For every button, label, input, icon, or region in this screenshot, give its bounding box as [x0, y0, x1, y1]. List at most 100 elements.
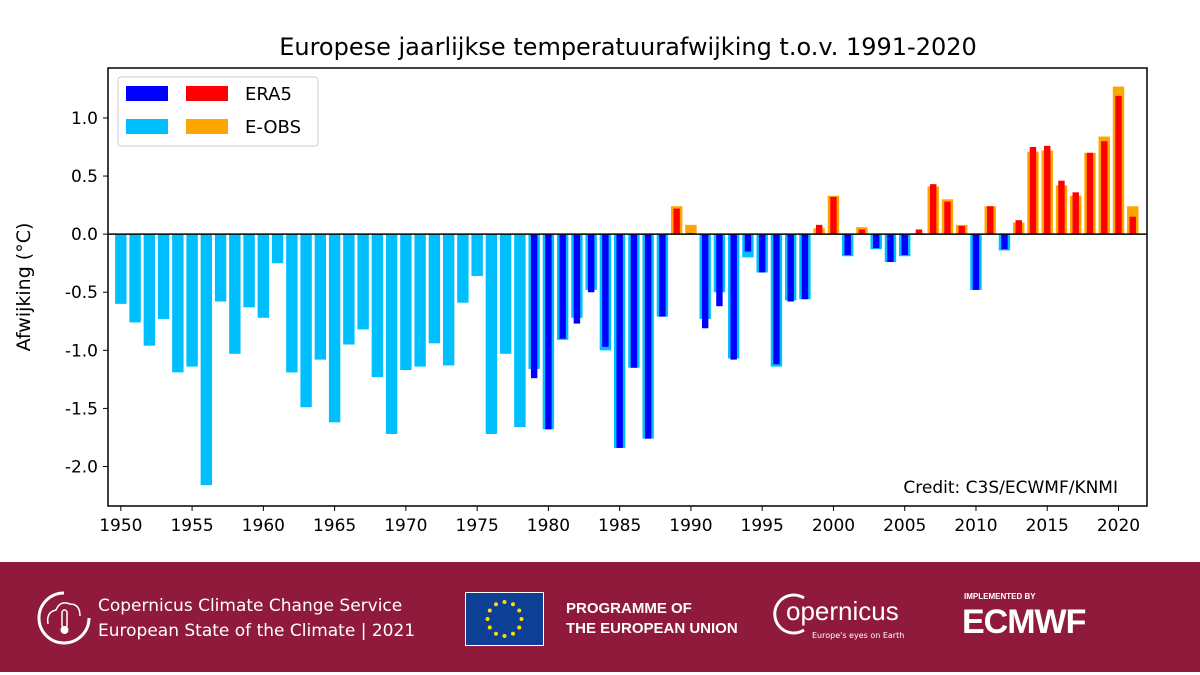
eobs-bar-1971: [414, 234, 426, 367]
eu-line2: THE EUROPEAN UNION: [566, 620, 738, 637]
eobs-bar-1954: [172, 234, 184, 373]
implemented-by-label: IMPLEMENTED BY: [964, 592, 1036, 601]
y-tick-label: -1.5: [65, 399, 98, 419]
x-tick-label: 2015: [1026, 516, 1069, 536]
y-tick-label: 1.0: [71, 109, 98, 129]
eobs-bar-1957: [214, 234, 227, 302]
era5-bar-1986: [630, 234, 638, 368]
eu-star: [494, 602, 498, 607]
eu-star: [502, 634, 507, 638]
eobs-bar-1965: [328, 234, 341, 423]
era5-bar-1989: [673, 208, 680, 235]
chart-title: Europese jaarlijkse temperatuurafwijking…: [279, 33, 977, 61]
eobs-bar-1956: [200, 234, 213, 486]
eobs-bar-1969: [385, 234, 398, 434]
eu-star: [494, 631, 498, 636]
era5-bar-2013: [1015, 220, 1022, 235]
y-tick-label: 0.0: [71, 225, 98, 245]
era5-bar-1999: [815, 224, 823, 235]
y-tick-label: -2.0: [65, 457, 98, 477]
eobs-bar-1974: [457, 234, 469, 303]
c3s-logo-icon: [37, 591, 91, 645]
era5-bar-1982: [573, 234, 581, 324]
eobs-bar-1950: [115, 234, 127, 304]
eobs-bar-1970: [400, 234, 412, 371]
eobs-bar-1960: [257, 234, 270, 318]
legend-era5-pos-swatch: [186, 86, 228, 101]
era5-bar-2008: [944, 201, 951, 235]
era5-bar-2012: [1001, 234, 1008, 250]
y-tick-label: -1.0: [65, 341, 98, 361]
copernicus-wordmark: opernicus: [786, 596, 899, 626]
x-tick-label: 2005: [883, 516, 926, 536]
copernicus-c-icon: [773, 593, 805, 635]
footer-banner: Copernicus Climate Change Service Europe…: [0, 562, 1200, 672]
era5-bar-2018: [1086, 152, 1094, 235]
eobs-bar-1951: [129, 234, 141, 323]
era5-bar-2003: [872, 234, 880, 249]
x-tick-label: 2010: [954, 516, 997, 536]
plot-frame: [107, 67, 1148, 507]
era5-bar-1981: [559, 234, 566, 339]
axes-group: 1.0 0.5 0.0 -0.5 -1.0 -1.5 -2.0 1950 1955 1960 196…: [65, 109, 1147, 536]
legend-eobs-pos-swatch: [186, 119, 228, 134]
eu-flag-icon: [465, 592, 544, 646]
legend-label-eobs: E-OBS: [245, 117, 301, 138]
eobs-bar-1978: [514, 234, 526, 427]
era5-bar-2014: [1029, 147, 1037, 235]
c3s-line2: European State of the Climate | 2021: [98, 621, 416, 641]
x-tick-label: 1985: [598, 516, 641, 536]
x-tick-label: 1975: [456, 516, 499, 536]
eobs-bar-1953: [157, 234, 170, 319]
eobs-bar-1968: [371, 234, 384, 378]
eobs-bar-1967: [357, 234, 369, 330]
era5-bar-2001: [844, 234, 851, 256]
eu-star: [487, 608, 492, 613]
x-tick-label: 1980: [527, 516, 570, 536]
x-tick-label: 1960: [242, 516, 285, 536]
eu-star: [517, 608, 522, 613]
eu-star: [487, 625, 492, 630]
eu-star: [519, 617, 524, 621]
c3s-line1: Copernicus Climate Change Service: [98, 596, 403, 616]
era5-bar-1997: [787, 234, 794, 302]
era5-bar-1985: [616, 234, 623, 448]
era5-bar-1983: [587, 234, 595, 293]
eobs-bar-1973: [442, 234, 455, 366]
era5-bar-2010: [972, 234, 980, 290]
eobs-bar-1952: [143, 234, 156, 346]
era5-bar-2007: [930, 184, 937, 235]
era5-bar-2006: [915, 229, 923, 235]
legend-label-era5: ERA5: [245, 84, 292, 105]
x-tick-label: 2020: [1097, 516, 1140, 536]
x-tick-label: 1955: [170, 516, 213, 536]
y-axis-label: Afwijking (°C): [13, 223, 35, 352]
x-tick-label: 2000: [812, 516, 855, 536]
legend: ERA5 E-OBS: [117, 76, 319, 147]
era5-bar-1995: [758, 234, 766, 273]
copernicus-logo: opernicus Europe's eyes on Earth: [772, 590, 922, 650]
era5-bar-1980: [545, 234, 552, 430]
eobs-bar-1964: [314, 234, 327, 360]
eu-line1: PROGRAMME OF: [566, 600, 692, 617]
era5-bar-1987: [644, 234, 652, 439]
x-tick-label: 1950: [99, 516, 142, 536]
era5-bar-1992: [716, 234, 723, 307]
era5-bar-1993: [730, 234, 737, 360]
eu-star: [511, 631, 515, 636]
eobs-bar-1958: [229, 234, 241, 354]
legend-era5-neg-swatch: [126, 86, 168, 101]
era5-bar-2019: [1101, 141, 1108, 235]
era5-bar-2016: [1058, 180, 1065, 235]
era5-bar-1979: [530, 234, 538, 379]
era5-bar-2015: [1044, 145, 1051, 235]
ecmwf-wordmark: ECMWF: [962, 603, 1086, 641]
y-tick-label: 0.5: [71, 167, 98, 187]
era5-bar-1996: [773, 234, 780, 365]
era5-bar-2004: [887, 234, 894, 263]
eobs-bar-1966: [343, 234, 355, 345]
eobs-bar-1975: [471, 234, 483, 276]
era5-bar-2009: [958, 226, 965, 235]
eu-star: [511, 602, 515, 607]
eobs-bar-1961: [271, 234, 284, 264]
